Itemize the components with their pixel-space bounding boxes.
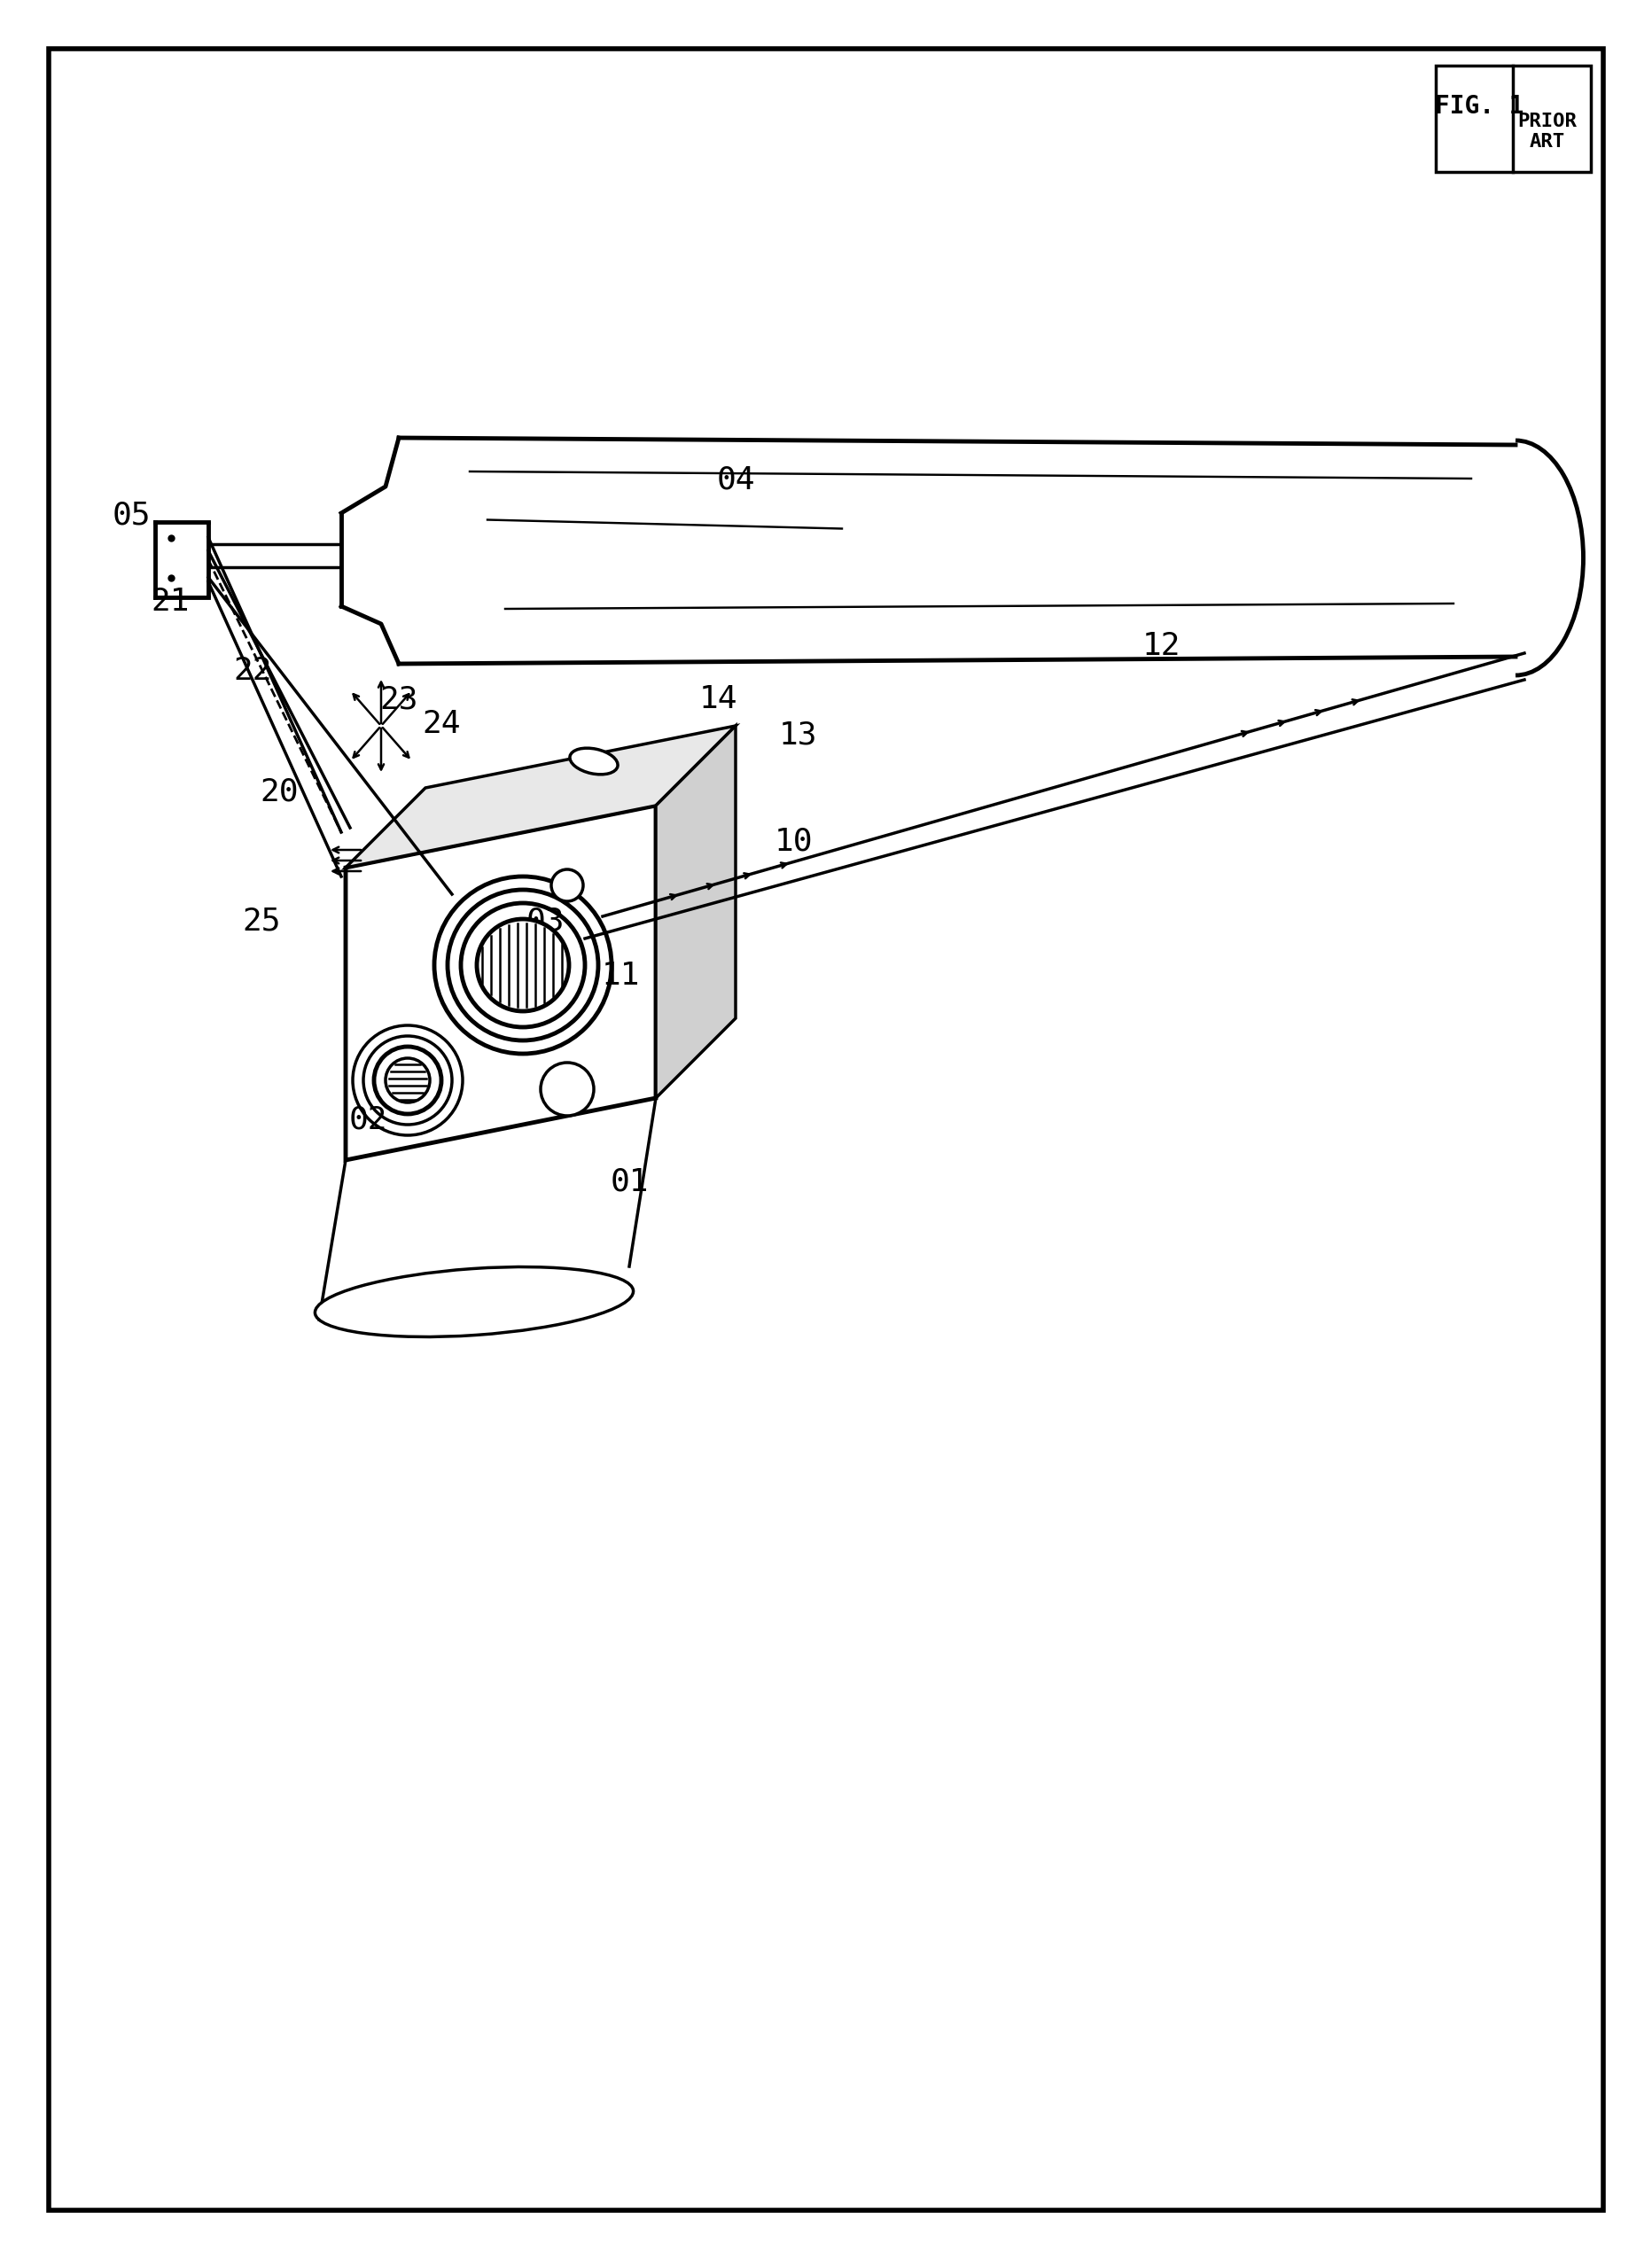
Text: 20: 20 [259,777,299,806]
Text: 02: 02 [349,1105,387,1136]
Text: 04: 04 [717,465,755,495]
Text: 22: 22 [233,655,273,687]
Circle shape [385,1057,430,1102]
Polygon shape [345,725,735,867]
Polygon shape [345,806,656,1161]
Text: 10: 10 [773,827,813,856]
Text: 01: 01 [610,1168,649,1197]
Text: 05: 05 [112,499,150,531]
Text: 03: 03 [525,906,565,935]
Text: 11: 11 [601,960,639,992]
Circle shape [540,1062,593,1116]
Text: FIG. 1: FIG. 1 [1434,93,1523,117]
Ellipse shape [316,1267,633,1337]
Text: 23: 23 [380,684,418,714]
Circle shape [477,919,568,1012]
Bar [1436,66,1591,172]
Text: 24: 24 [421,709,461,739]
Text: 13: 13 [778,721,818,750]
Text: PRIOR
ART: PRIOR ART [1518,113,1578,151]
Text: 12: 12 [1142,630,1180,662]
Circle shape [552,870,583,901]
Text: 21: 21 [150,587,190,617]
Text: 14: 14 [699,684,737,714]
Ellipse shape [570,748,618,775]
Polygon shape [656,725,735,1098]
Text: 25: 25 [243,906,281,935]
